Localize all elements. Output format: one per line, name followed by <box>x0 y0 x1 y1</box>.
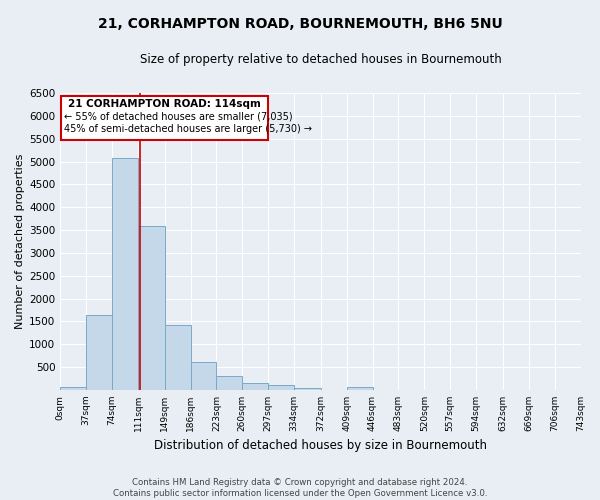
Bar <box>217 376 242 390</box>
Bar <box>60 386 86 390</box>
X-axis label: Distribution of detached houses by size in Bournemouth: Distribution of detached houses by size … <box>154 440 487 452</box>
Bar <box>242 383 268 390</box>
Bar <box>191 362 217 390</box>
Text: 21, CORHAMPTON ROAD, BOURNEMOUTH, BH6 5NU: 21, CORHAMPTON ROAD, BOURNEMOUTH, BH6 5N… <box>98 18 502 32</box>
Bar <box>138 226 164 390</box>
Bar <box>86 314 112 390</box>
Text: 21 CORHAMPTON ROAD: 114sqm: 21 CORHAMPTON ROAD: 114sqm <box>68 99 260 109</box>
Bar <box>164 324 191 390</box>
Bar <box>294 388 321 390</box>
Text: Contains HM Land Registry data © Crown copyright and database right 2024.
Contai: Contains HM Land Registry data © Crown c… <box>113 478 487 498</box>
Bar <box>112 158 138 390</box>
FancyBboxPatch shape <box>61 96 268 140</box>
Text: 45% of semi-detached houses are larger (5,730) →: 45% of semi-detached houses are larger (… <box>64 124 313 134</box>
Title: Size of property relative to detached houses in Bournemouth: Size of property relative to detached ho… <box>140 52 501 66</box>
Y-axis label: Number of detached properties: Number of detached properties <box>15 154 25 329</box>
Text: ← 55% of detached houses are smaller (7,035): ← 55% of detached houses are smaller (7,… <box>64 112 293 122</box>
Bar <box>268 384 294 390</box>
Bar <box>347 387 373 390</box>
